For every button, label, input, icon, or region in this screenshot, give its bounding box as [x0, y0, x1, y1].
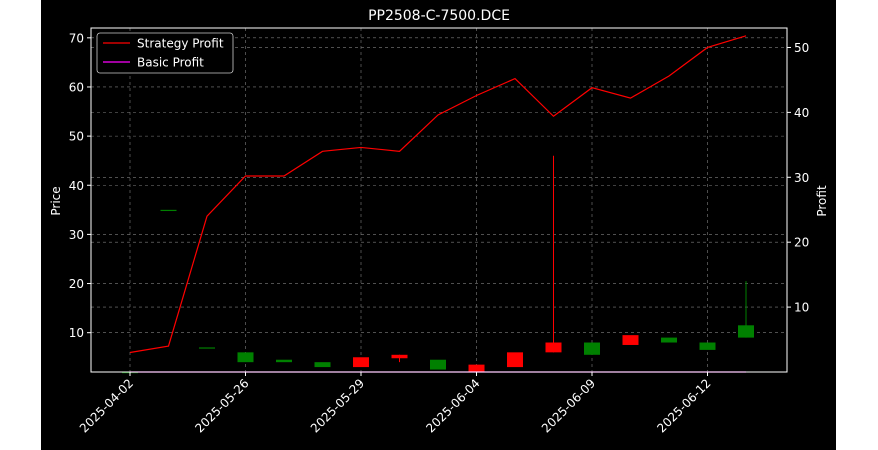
candle-body: [199, 347, 215, 349]
candle-body: [237, 352, 254, 363]
x-tick-label: 2025-05-29: [308, 376, 367, 435]
strategy-profit-line: [129, 35, 747, 354]
y-axis-label-left: Price: [49, 186, 63, 215]
y-tick-label-right: 30: [794, 171, 809, 185]
chart-title: PP2508-C-7500.DCE: [368, 8, 510, 24]
candle-body: [738, 325, 754, 338]
x-tick-label: 2025-06-04: [423, 376, 482, 435]
candle-body: [276, 359, 292, 363]
candle-body: [545, 342, 562, 353]
plot-frame: [90, 27, 788, 373]
candle-body: [622, 335, 639, 345]
candle-body: [391, 354, 408, 359]
y-tick-label-left: 30: [69, 228, 84, 242]
axes: 10 20 30 40 50 60 70 10 20 30 40 50 2025-04-02 2025-0…: [69, 27, 809, 435]
candles: [122, 155, 754, 374]
candle-body: [353, 357, 369, 368]
legend-strategy-label: Strategy Profit: [137, 37, 224, 51]
candle-body: [584, 342, 600, 355]
candle-body: [661, 337, 677, 343]
y-tick-label-left: 50: [69, 130, 84, 144]
y-tick-label-right: 40: [794, 106, 809, 120]
y-tick-label-left: 10: [69, 326, 84, 340]
y-tick-label-left: 60: [69, 80, 84, 94]
x-tick-label: 2025-04-02: [77, 376, 136, 435]
candle-body: [430, 359, 446, 370]
y-tick-label-left: 40: [69, 179, 84, 193]
y-tick-label-left: 20: [69, 277, 84, 291]
legend-box: [96, 32, 234, 74]
grid: [91, 28, 787, 372]
x-tick-label: 2025-06-12: [654, 376, 713, 435]
y-tick-label-right: 50: [794, 41, 809, 55]
legend: Strategy Profit Basic Profit: [96, 32, 234, 74]
candle-body: [507, 352, 523, 368]
profit-lines: [129, 35, 747, 373]
chart-background: [41, 0, 836, 450]
candle-body: [314, 362, 331, 368]
y-axis-label-right: Profit: [815, 185, 829, 217]
y-tick-label-right: 10: [794, 301, 809, 315]
y-tick-label-right: 20: [794, 236, 809, 250]
y-tick-label-left: 70: [69, 31, 84, 45]
x-tick-label: 2025-06-09: [539, 376, 598, 435]
x-tick-label: 2025-05-26: [192, 376, 251, 435]
candle-body: [468, 364, 485, 372]
candle-body: [699, 342, 716, 350]
candle-body: [160, 209, 177, 212]
legend-basic-label: Basic Profit: [137, 56, 204, 70]
